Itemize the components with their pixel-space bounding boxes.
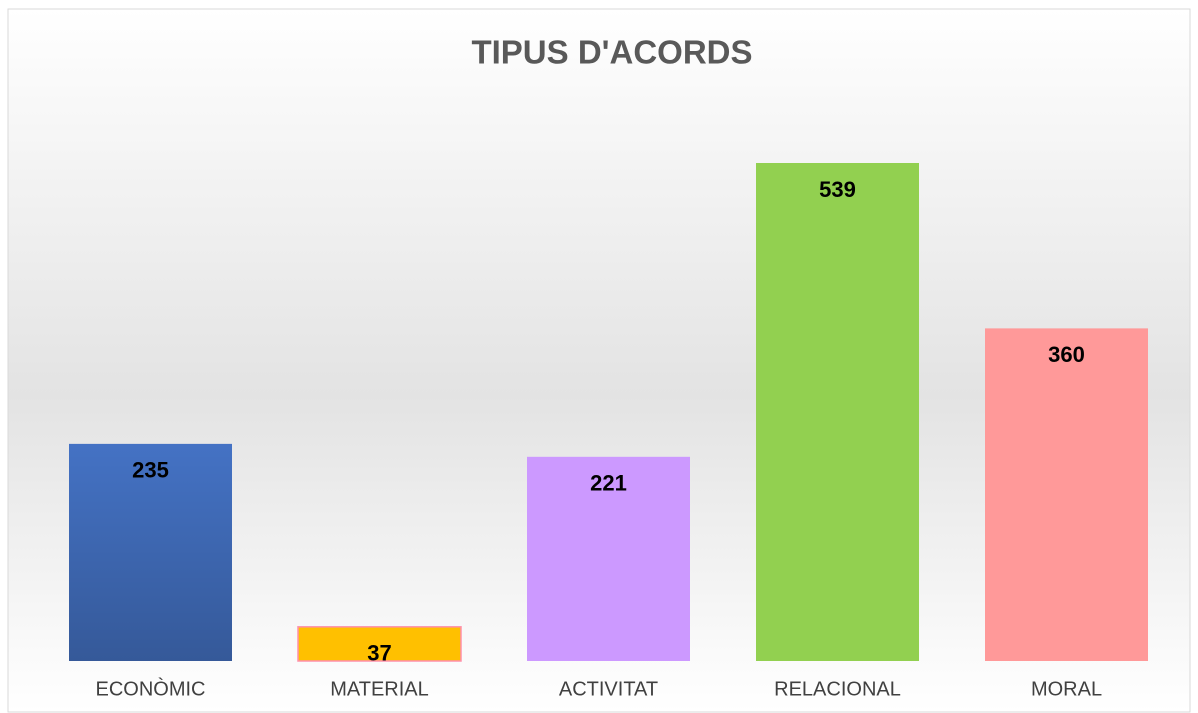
data-label: 360 — [1048, 342, 1085, 367]
data-label: 539 — [819, 177, 856, 202]
x-tick-label: RELACIONAL — [774, 678, 901, 700]
bar — [756, 163, 919, 661]
data-label: 235 — [132, 458, 169, 483]
x-tick-label: MORAL — [1031, 678, 1102, 700]
bar — [527, 456, 690, 661]
data-label: 37 — [367, 641, 391, 666]
bar — [297, 626, 462, 662]
data-label: 221 — [590, 471, 627, 496]
bar-shade — [69, 443, 232, 661]
x-tick-label: MATERIAL — [330, 678, 429, 700]
chart-title: TIPUS D'ACORDS — [471, 34, 752, 71]
x-tick-label: ECONÒMIC — [96, 677, 206, 700]
x-tick-label: ACTIVITAT — [559, 678, 658, 700]
bar — [985, 328, 1148, 661]
